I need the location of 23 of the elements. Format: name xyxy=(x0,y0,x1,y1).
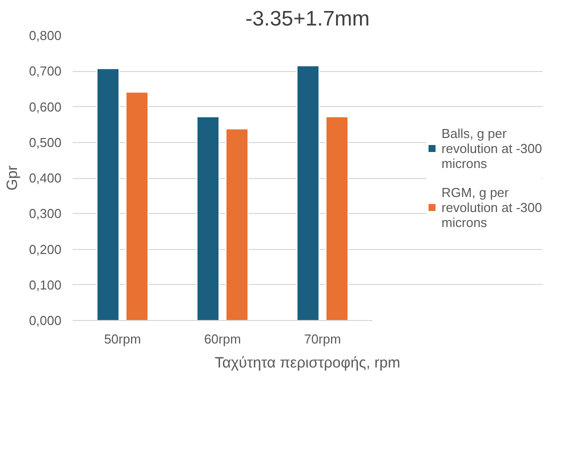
y-tick-label: 0,300 xyxy=(28,206,62,222)
bar xyxy=(226,128,248,320)
y-tick-label: 0,100 xyxy=(28,277,62,292)
y-tick-label: 0,600 xyxy=(28,99,62,114)
legend-label: RGM, g per revolution at -300 microns xyxy=(442,184,542,230)
y-tick-label: 0,500 xyxy=(28,134,62,150)
x-axis-title: Ταχύτητα περιστροφής, rpm xyxy=(214,354,400,372)
y-tick-label: 0,400 xyxy=(28,170,62,186)
y-axis-title: Gpr xyxy=(4,165,21,190)
bar xyxy=(96,68,120,320)
x-tick-label: 60rpm xyxy=(204,332,241,346)
y-tick-label: 0,700 xyxy=(28,64,62,79)
bar xyxy=(326,116,348,320)
bar xyxy=(296,65,320,320)
y-tick-label: 0,000 xyxy=(28,313,62,328)
y-tick-label: 0,200 xyxy=(28,242,62,257)
legend-label: Balls, g per revolution at -300 microns xyxy=(442,126,542,170)
y-tick-label: 0,800 xyxy=(28,28,62,43)
bar xyxy=(126,92,148,320)
x-tick-label: 50rpm xyxy=(104,332,141,346)
x-tick-label: 70rpm xyxy=(304,332,341,346)
chart-title: -3.35+1.7mm xyxy=(245,8,370,30)
bar xyxy=(196,116,220,320)
